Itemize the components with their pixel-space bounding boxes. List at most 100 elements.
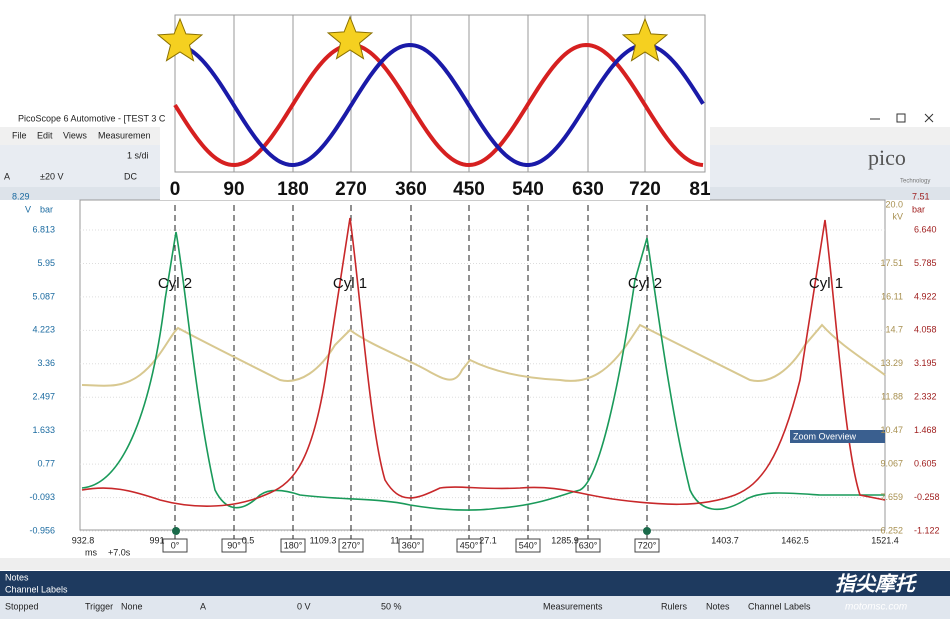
- degree-marker[interactable]: 180°: [284, 540, 303, 550]
- kv-axis-unit: kV: [892, 211, 903, 221]
- angle-label: 270: [335, 179, 367, 200]
- degree-box: [280, 538, 306, 553]
- status-item[interactable]: None: [121, 601, 143, 611]
- logo-sub: Technology: [900, 179, 930, 185]
- panel-label: Channel Labels: [5, 584, 68, 594]
- time-label: 0.5: [242, 535, 255, 545]
- status-item[interactable]: Notes: [706, 601, 730, 611]
- kv-axis-label: 16.11: [881, 291, 903, 301]
- left-axis-label: -0.093: [29, 492, 55, 502]
- zoom-overview-header[interactable]: [790, 430, 885, 443]
- degree-marker[interactable]: 360°: [402, 540, 421, 550]
- left-axis-label: 0.77: [37, 459, 55, 469]
- time-label: 1462.5: [781, 535, 809, 545]
- left-axis2-unit: bar: [40, 204, 53, 214]
- menu-item[interactable]: Edit: [37, 130, 53, 140]
- left-axis-top: 8.29: [12, 191, 30, 201]
- ruler-handle[interactable]: [172, 527, 180, 535]
- status-item[interactable]: Rulers: [661, 601, 688, 611]
- kv-axis-label: 14.7: [885, 325, 903, 335]
- menu-item[interactable]: File: [12, 130, 27, 140]
- cylinder-label: Cyl 1: [333, 275, 367, 292]
- bar-axis-label: 0.605: [914, 459, 937, 469]
- time-label: 1521.4: [871, 535, 899, 545]
- left-axis-label: 5.087: [32, 291, 55, 301]
- panel-label: Notes: [5, 572, 29, 582]
- time-label: 11: [390, 535, 399, 545]
- left-axis-label: 4.223: [32, 325, 55, 335]
- zoom-overview[interactable]: Zoom Overview: [793, 431, 857, 441]
- restore[interactable]: [896, 113, 906, 123]
- kv-axis-label: 7.659: [880, 492, 903, 502]
- degree-box: [456, 538, 482, 553]
- kv-axis-label: 17.51: [880, 258, 903, 268]
- coupling[interactable]: DC: [124, 171, 137, 181]
- angle-label: 180: [277, 179, 309, 200]
- time-unit: ms: [85, 547, 97, 557]
- status-item[interactable]: Stopped: [5, 601, 39, 611]
- time-label: 1109.3: [310, 535, 337, 545]
- status-bar: [0, 596, 950, 619]
- panel-bar: [0, 571, 950, 596]
- kv-axis-top: 20.0: [885, 199, 903, 209]
- scrollbar[interactable]: [0, 558, 950, 570]
- degree-marker[interactable]: 630°: [579, 540, 598, 550]
- degree-marker[interactable]: 270°: [342, 540, 361, 550]
- angle-label: 720: [629, 179, 661, 200]
- degree-box: [338, 538, 364, 553]
- bar-axis-label: 4.922: [914, 291, 937, 301]
- time-label: 27.1: [479, 535, 497, 545]
- status-item[interactable]: Channel Labels: [748, 601, 811, 611]
- ruler-handle[interactable]: [643, 527, 651, 535]
- status-item[interactable]: 0 V: [297, 601, 311, 611]
- left-axis-label: 5.95: [37, 258, 55, 268]
- angle-label: 450: [453, 179, 485, 200]
- degree-box: [634, 538, 660, 553]
- bar-axis-label: 5.785: [914, 258, 937, 268]
- bar-axis-label: 2.332: [914, 392, 937, 402]
- star: [621, 17, 669, 62]
- logo: pico: [868, 145, 906, 170]
- bar-axis-label: 3.195: [914, 358, 937, 368]
- angle-label: 0: [170, 179, 181, 200]
- status-item[interactable]: 50 %: [381, 601, 402, 611]
- bar-axis-label: 1.468: [914, 425, 937, 435]
- degree-box: [515, 538, 541, 553]
- degree-box: [398, 538, 424, 553]
- angle-label: 360: [395, 179, 427, 200]
- left-axis-label: 3.36: [37, 358, 55, 368]
- cyl1-trace: [81, 217, 886, 507]
- status-item[interactable]: Trigger: [85, 601, 113, 611]
- kv-axis-label: 9.067: [880, 459, 903, 469]
- degree-marker[interactable]: 450°: [460, 540, 479, 550]
- degree-marker[interactable]: 540°: [519, 540, 538, 550]
- timebase[interactable]: 1 s/di: [127, 150, 149, 160]
- degree-marker[interactable]: 720°: [638, 540, 657, 550]
- range[interactable]: ±20 V: [40, 171, 63, 181]
- bar-axis-label: 6.640: [914, 224, 937, 234]
- degree-box: [162, 538, 188, 553]
- angle-label: 630: [572, 179, 604, 200]
- menu-item[interactable]: Views: [63, 130, 87, 140]
- time-offset: +7.0s: [108, 547, 131, 557]
- status-item[interactable]: Measurements: [543, 601, 603, 611]
- degree-marker[interactable]: 90°: [227, 540, 241, 550]
- star: [326, 15, 374, 60]
- time-label: 932.8: [72, 535, 95, 545]
- overlay-frame: [174, 14, 706, 173]
- channel[interactable]: A: [4, 171, 10, 181]
- bar-axis-top: 7.51: [912, 191, 930, 201]
- angle-label: 81: [689, 179, 711, 200]
- status-item[interactable]: A: [200, 601, 206, 611]
- left-axis-label: 2.497: [32, 392, 55, 402]
- degree-marker[interactable]: 0°: [171, 540, 180, 550]
- left-axis-label: -0.956: [29, 525, 55, 535]
- cylinder-label: Cyl 2: [628, 275, 662, 292]
- watermark-brand: 指尖摩托: [835, 572, 918, 595]
- left-axis-unit: V: [25, 204, 31, 214]
- close[interactable]: [924, 113, 934, 123]
- left-axis-label: 1.633: [32, 425, 55, 435]
- menu-item[interactable]: Measuremen: [98, 130, 151, 140]
